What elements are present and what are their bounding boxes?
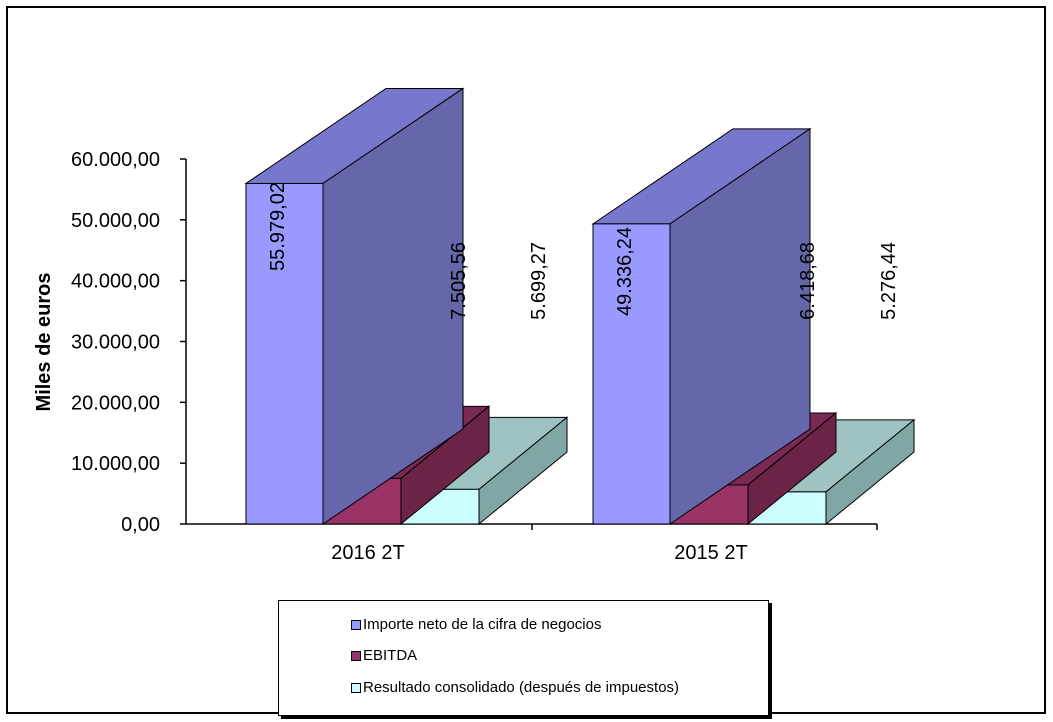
x-tick-label: 2015 2T xyxy=(674,542,747,564)
y-tick-label: 30.000,00 xyxy=(71,332,160,354)
y-axis-label: Miles de euros xyxy=(33,273,55,412)
data-label: 7.505,56 xyxy=(448,242,470,320)
legend-swatch xyxy=(351,682,361,693)
legend-item: Resultado consolidado (después de impues… xyxy=(351,679,679,696)
legend-item: EBITDA xyxy=(351,647,417,664)
data-label: 6.418,68 xyxy=(797,242,819,320)
chart-frame: 0,00 10.000,00 20.000,00 30.000,00 40.000,00… xyxy=(6,6,1046,716)
y-tick-label: 40.000,00 xyxy=(71,271,160,293)
data-label: 55.979,02 xyxy=(267,182,289,271)
y-tick-label: 50.000,00 xyxy=(71,210,160,232)
legend-swatch xyxy=(351,650,361,661)
data-label: 5.699,27 xyxy=(528,242,550,320)
bar xyxy=(592,223,671,525)
legend-label: Resultado consolidado (después de impues… xyxy=(363,679,680,696)
legend: Importe neto de la cifra de negocios EBIT… xyxy=(278,600,769,716)
y-tick-label: 10.000,00 xyxy=(71,453,160,475)
legend-swatch xyxy=(351,619,361,630)
y-tick-label: 20.000,00 xyxy=(71,392,160,414)
data-label: 49.336,24 xyxy=(614,227,636,316)
y-tick-label: 60.000,00 xyxy=(71,149,160,171)
legend-label: Importe neto de la cifra de negocios xyxy=(363,616,602,633)
chart-svg: 0,00 10.000,00 20.000,00 30.000,00 40.000,00… xyxy=(33,87,916,564)
bar xyxy=(245,182,324,525)
y-tick-label: 0,00 xyxy=(121,514,160,536)
data-label: 5.276,44 xyxy=(878,242,900,320)
legend-label: EBITDA xyxy=(363,647,418,664)
x-tick-label: 2016 2T xyxy=(331,542,404,564)
legend-item: Importe neto de la cifra de negocios xyxy=(351,616,601,633)
